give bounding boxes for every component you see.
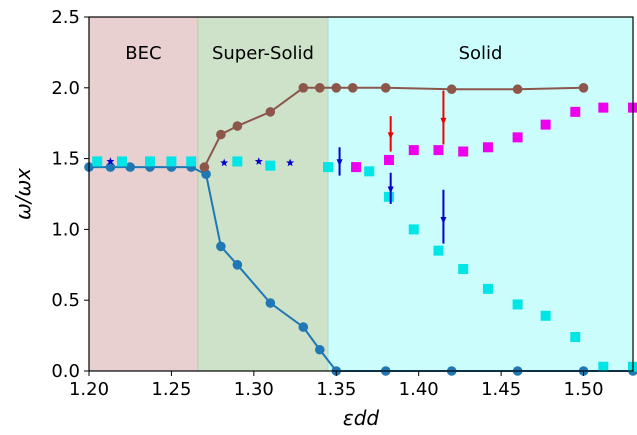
series-1-point-11 bbox=[578, 83, 589, 93]
region-label-2: Solid bbox=[459, 43, 503, 64]
series-0-point-9 bbox=[265, 298, 276, 308]
series-3-point-3 bbox=[433, 145, 444, 156]
x-tick-label-4: 1.40 bbox=[399, 379, 439, 400]
series-0-point-11 bbox=[314, 344, 325, 355]
series-2-point-16 bbox=[570, 332, 581, 343]
series-2-point-13 bbox=[482, 283, 493, 294]
y-tick-label-4: 2.0 bbox=[51, 78, 80, 99]
series-0-point-1 bbox=[105, 162, 116, 172]
x-tick-label-2: 1.30 bbox=[234, 379, 274, 400]
series-1-point-8 bbox=[380, 83, 391, 93]
series-2-point-1 bbox=[116, 156, 127, 167]
series-1-point-9 bbox=[446, 84, 457, 95]
x-tick-label-6: 1.50 bbox=[564, 379, 604, 400]
series-1-point-3 bbox=[265, 107, 276, 117]
series-2-point-8 bbox=[364, 166, 375, 177]
series-2-point-11 bbox=[433, 245, 444, 256]
y-tick-label-3: 1.5 bbox=[51, 149, 80, 170]
series-2-point-6 bbox=[265, 160, 276, 171]
y-tick-label-5: 2.5 bbox=[51, 7, 80, 28]
x-tick-label-3: 1.35 bbox=[316, 379, 356, 400]
y-axis-ticks: 0.0 0.5 1.0 1.5 2.0 2.5 bbox=[51, 7, 89, 382]
region-2 bbox=[328, 17, 633, 371]
x-axis-label: εdd bbox=[343, 406, 380, 430]
series-2-point-5 bbox=[232, 156, 243, 167]
series-1-point-4 bbox=[298, 83, 309, 93]
series-1-point-0 bbox=[199, 162, 210, 172]
series-2-point-12 bbox=[458, 264, 469, 275]
x-tick-label-5: 1.45 bbox=[481, 379, 521, 400]
series-3-point-8 bbox=[570, 106, 581, 117]
series-2-point-2 bbox=[144, 156, 155, 167]
y-tick-label-2: 1.0 bbox=[51, 219, 80, 240]
series-0-point-8 bbox=[232, 260, 243, 270]
arrow-1-head bbox=[387, 186, 394, 194]
series-1-point-2 bbox=[232, 121, 243, 131]
y-tick-label-1: 0.5 bbox=[51, 290, 80, 311]
arrow-2-head bbox=[440, 217, 447, 225]
series-3-point-9 bbox=[598, 102, 609, 113]
series-4-point-1 bbox=[220, 158, 229, 167]
arrow-0-head bbox=[336, 159, 343, 167]
region-0 bbox=[89, 17, 198, 371]
x-tick-label-0: 1.20 bbox=[69, 379, 109, 400]
series-3-point-4 bbox=[458, 146, 469, 157]
series-3-point-5 bbox=[482, 142, 493, 153]
arrow-4-head bbox=[440, 117, 447, 125]
region-label-0: BEC bbox=[125, 43, 161, 64]
series-0-point-10 bbox=[298, 322, 309, 332]
series-2-point-9 bbox=[384, 191, 395, 202]
series-4-point-0 bbox=[106, 157, 115, 165]
x-axis-ticks: 1.20 1.25 1.30 1.35 1.40 1.45 1.50 bbox=[69, 371, 604, 400]
series-1-point-5 bbox=[314, 83, 325, 93]
series-3-point-6 bbox=[512, 132, 523, 143]
series-2-point-17 bbox=[598, 361, 609, 372]
series-4-point-3 bbox=[286, 158, 295, 167]
series-3-point-1 bbox=[384, 155, 395, 166]
region-1 bbox=[197, 17, 329, 371]
series-2-point-7 bbox=[323, 162, 334, 173]
series-3-point-0 bbox=[351, 162, 362, 173]
series-0-point-7 bbox=[216, 241, 226, 252]
series-2-point-15 bbox=[540, 310, 551, 321]
series-1-point-6 bbox=[331, 83, 342, 93]
y-axis-label: ω/ωx bbox=[11, 168, 35, 220]
plot-frame bbox=[88, 16, 634, 372]
region-label-1: Super-Solid bbox=[212, 43, 314, 64]
arrow-3-head bbox=[387, 132, 394, 140]
series-2-point-4 bbox=[186, 156, 197, 167]
phase-regions: BEC Super-Solid Solid bbox=[89, 17, 633, 371]
series-2-point-0 bbox=[92, 156, 103, 167]
series-0-point-2 bbox=[125, 162, 136, 172]
series-2-point-3 bbox=[166, 156, 177, 167]
series-3-point-2 bbox=[408, 145, 419, 156]
series-1-point-1 bbox=[216, 129, 226, 140]
series-2-point-14 bbox=[512, 299, 523, 310]
series-3-point-7 bbox=[540, 119, 551, 130]
series-1-point-10 bbox=[512, 84, 523, 95]
series-2-point-10 bbox=[408, 224, 419, 235]
error-arrows bbox=[336, 90, 447, 244]
y-tick-label-0: 0.0 bbox=[51, 361, 80, 382]
x-tick-label-1: 1.25 bbox=[151, 379, 191, 400]
series-4-point-2 bbox=[254, 157, 263, 165]
series-1-point-7 bbox=[347, 83, 358, 93]
